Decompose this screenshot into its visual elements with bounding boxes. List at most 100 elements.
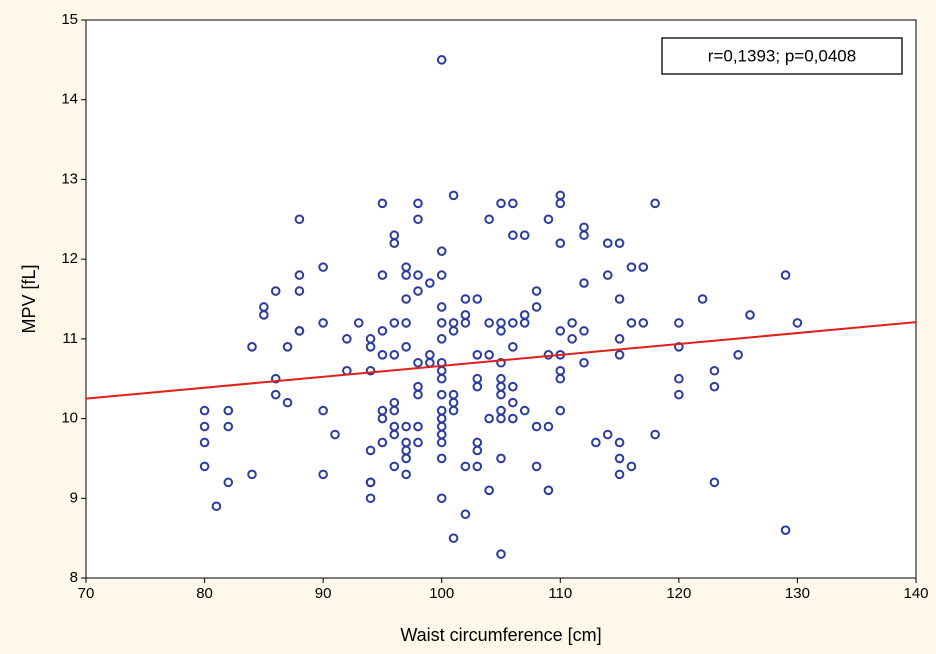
point (389, 318, 400, 328)
point (377, 270, 388, 280)
point (318, 318, 328, 328)
point (614, 453, 625, 464)
point (448, 190, 459, 201)
point (259, 310, 269, 320)
point (342, 334, 352, 344)
x-tick-label: 140 (903, 585, 928, 602)
point (436, 493, 447, 504)
point (650, 429, 660, 440)
point (318, 469, 328, 480)
point (223, 421, 234, 432)
point (413, 389, 423, 400)
y-tick-label: 10 (61, 410, 78, 427)
point (472, 294, 483, 304)
point (270, 286, 281, 296)
point (460, 318, 471, 328)
point (448, 533, 459, 543)
point (496, 453, 506, 464)
x-tick-label: 120 (666, 585, 691, 602)
point (614, 437, 625, 448)
point (484, 350, 494, 360)
y-tick-label: 14 (61, 91, 78, 108)
point (472, 461, 483, 472)
point (270, 389, 281, 400)
point (389, 238, 400, 248)
point (484, 318, 494, 328)
point (199, 405, 210, 416)
point (508, 413, 518, 424)
point (401, 294, 411, 304)
point (531, 302, 542, 312)
point (579, 230, 589, 241)
point (223, 405, 234, 416)
y-tick-label: 11 (62, 330, 78, 347)
point (282, 342, 293, 352)
point (353, 318, 364, 328)
point (567, 318, 577, 328)
point (377, 413, 388, 424)
point (330, 429, 340, 440)
point (496, 549, 506, 559)
x-tick-label: 130 (785, 585, 810, 602)
point (413, 437, 423, 448)
point (496, 198, 506, 209)
point (436, 302, 447, 312)
point (413, 214, 423, 225)
point (579, 278, 589, 288)
point (484, 214, 494, 225)
y-tick-label: 8 (70, 569, 78, 586)
point (365, 365, 376, 376)
trend-line (85, 321, 917, 400)
point (436, 318, 447, 328)
point (436, 373, 447, 384)
point (567, 334, 577, 344)
point (638, 318, 649, 328)
point (614, 350, 625, 360)
point (508, 230, 518, 241)
x-tick-label: 70 (78, 585, 95, 602)
point (484, 413, 494, 424)
point (413, 421, 423, 432)
point (377, 437, 388, 448)
point (508, 397, 518, 408)
point (745, 310, 755, 320)
point (365, 445, 376, 456)
point (555, 198, 566, 209)
point (294, 286, 305, 296)
point (448, 405, 459, 416)
point (626, 318, 637, 328)
point (472, 445, 483, 456)
point (460, 461, 471, 472)
point (508, 381, 518, 392)
point (365, 342, 376, 352)
point (555, 373, 566, 384)
point (543, 485, 554, 496)
point (638, 262, 649, 272)
y-tick-label: 13 (61, 170, 78, 187)
point (365, 493, 376, 504)
point (401, 469, 411, 480)
point (709, 381, 720, 392)
y-axis-label: MPV [fL] (19, 264, 39, 333)
point (531, 286, 542, 296)
point (543, 214, 554, 225)
point (579, 326, 589, 336)
point (294, 326, 305, 336)
point (318, 262, 328, 272)
point (602, 238, 613, 248)
point (709, 477, 720, 488)
point (460, 294, 471, 304)
point (294, 214, 305, 225)
point (674, 373, 684, 384)
point (389, 429, 400, 440)
point (199, 421, 210, 432)
point (650, 198, 660, 209)
point (436, 334, 447, 344)
point (472, 350, 483, 360)
point (401, 318, 411, 328)
point (401, 421, 411, 432)
point (508, 318, 518, 328)
point (401, 453, 411, 464)
point (496, 389, 506, 400)
